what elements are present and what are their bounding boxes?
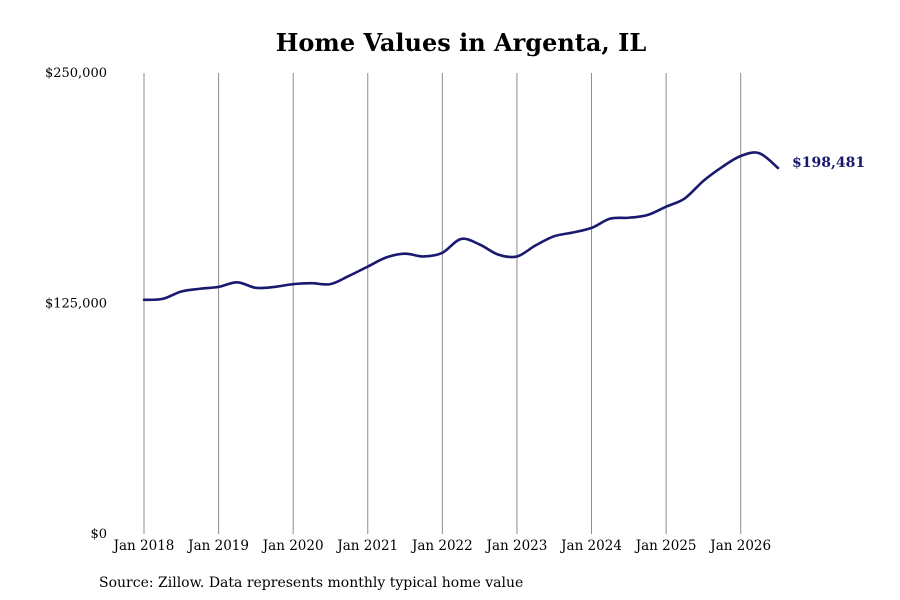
x-tick-label: Jan 2019 (186, 538, 249, 554)
y-tick-label: $250,000 (45, 66, 107, 81)
y-axis-ticks: $250,000 $125,000 $0 (45, 66, 107, 542)
x-tick-label: Jan 2018 (112, 538, 175, 554)
y-tick-label: $125,000 (45, 297, 107, 312)
grid (143, 73, 742, 534)
chart-title: Home Values in Argenta, IL (276, 28, 647, 57)
x-tick-label: Jan 2021 (335, 538, 398, 554)
y-tick-label: $0 (90, 527, 107, 542)
x-tick-label: Jan 2020 (261, 538, 324, 554)
series-line (142, 151, 780, 302)
x-tick-label: Jan 2025 (634, 538, 697, 554)
x-tick-label: Jan 2024 (559, 538, 622, 554)
x-tick-label: Jan 2026 (708, 538, 771, 554)
end-value-label: $198,481 (792, 155, 865, 171)
source-note: Source: Zillow. Data represents monthly … (99, 575, 523, 591)
x-axis-ticks: Jan 2018 Jan 2019 Jan 2020 Jan 2021 Jan 2022… (112, 538, 772, 554)
x-tick-label: Jan 2023 (485, 538, 548, 554)
x-tick-label: Jan 2022 (410, 538, 473, 554)
